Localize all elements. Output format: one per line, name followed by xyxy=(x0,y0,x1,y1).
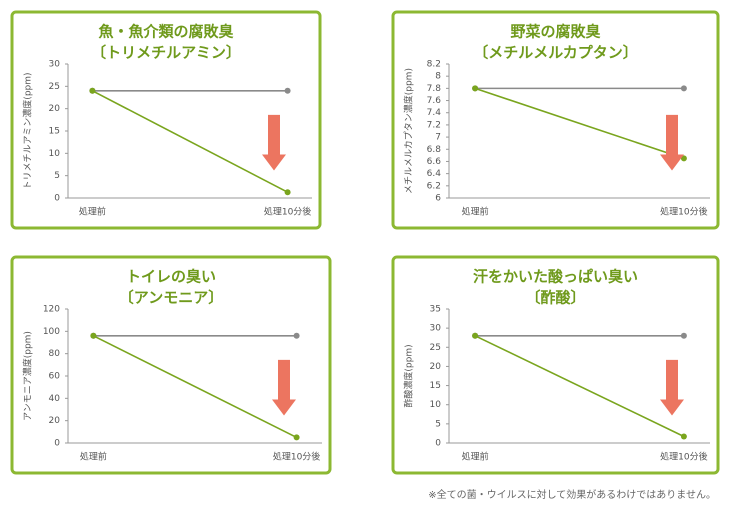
chart-subtitle: 〔トリメチルアミン〕 xyxy=(91,44,241,62)
data-point xyxy=(680,85,687,92)
x-tick-label: 処理10分後 xyxy=(660,451,707,463)
y-tick-label: 15 xyxy=(430,381,441,391)
y-tick-label: 120 xyxy=(43,305,60,315)
y-tick-label: 7 xyxy=(435,133,441,143)
y-tick-label: 8.2 xyxy=(427,60,441,70)
y-tick-label: 0 xyxy=(435,439,441,449)
down-arrow xyxy=(660,359,684,416)
chart-title: 汗をかいた酸っぱい臭い xyxy=(473,268,638,286)
chart-title: トイレの臭い xyxy=(126,268,216,286)
data-point xyxy=(293,434,300,441)
chart-subtitle: 〔メチルメルカプタン〕 xyxy=(473,44,638,62)
y-tick-label: 15 xyxy=(49,127,60,137)
x-tick-label: 処理前 xyxy=(79,206,106,218)
y-tick-label: 6.2 xyxy=(427,181,441,191)
panel-border xyxy=(391,255,720,475)
data-point xyxy=(472,332,479,339)
panel-border xyxy=(10,10,322,230)
y-tick-label: 0 xyxy=(54,194,60,204)
data-point xyxy=(680,332,687,339)
y-tick-label: 10 xyxy=(49,149,61,159)
y-tick-label: 5 xyxy=(435,419,441,429)
y-tick-label: 7.6 xyxy=(427,96,442,106)
x-tick-label: 処理前 xyxy=(462,451,489,463)
y-axis-label: アンモニア濃度(ppm) xyxy=(22,331,34,421)
data-point xyxy=(89,87,96,94)
y-tick-label: 7.2 xyxy=(427,120,441,130)
y-tick-label: 20 xyxy=(49,104,61,114)
chart-title: 野菜の腐敗臭 xyxy=(510,23,600,41)
data-point xyxy=(680,155,687,162)
y-tick-label: 7.8 xyxy=(427,84,442,94)
series-line xyxy=(474,335,685,438)
y-tick-label: 20 xyxy=(430,362,442,372)
data-point xyxy=(293,332,300,339)
y-tick-label: 0 xyxy=(54,439,60,449)
y-tick-label: 40 xyxy=(49,394,61,404)
y-tick-label: 6.8 xyxy=(427,145,442,155)
y-tick-label: 20 xyxy=(49,416,61,426)
series-line xyxy=(93,335,297,439)
y-axis-label: メチルメルカプタン濃度(ppm) xyxy=(403,68,415,194)
y-tick-label: 10 xyxy=(430,400,442,410)
y-tick-label: 25 xyxy=(49,82,60,92)
y-tick-label: 30 xyxy=(430,324,442,334)
down-arrow xyxy=(262,114,286,171)
y-tick-label: 30 xyxy=(49,60,61,70)
y-axis-label: トリメチルアミン濃度(ppm) xyxy=(22,72,34,189)
x-tick-label: 処理前 xyxy=(80,451,107,463)
data-point xyxy=(472,85,479,92)
y-tick-label: 60 xyxy=(49,372,61,382)
x-tick-label: 処理前 xyxy=(462,206,489,218)
x-tick-label: 処理10分後 xyxy=(273,451,320,463)
y-tick-label: 35 xyxy=(430,305,441,315)
y-tick-label: 8 xyxy=(435,72,441,82)
y-tick-label: 6.6 xyxy=(427,157,442,167)
y-tick-label: 100 xyxy=(43,327,60,337)
panel-border xyxy=(10,255,332,475)
y-tick-label: 7.4 xyxy=(427,108,442,118)
data-point xyxy=(284,189,291,196)
y-tick-label: 5 xyxy=(54,171,60,181)
chart-subtitle: 〔酢酸〕 xyxy=(525,289,585,307)
y-tick-label: 25 xyxy=(430,343,441,353)
y-axis-label: 酢酸濃度(ppm) xyxy=(403,344,415,407)
x-tick-label: 処理10分後 xyxy=(660,206,707,218)
chart-subtitle: 〔アンモニア〕 xyxy=(119,289,223,307)
x-tick-label: 処理10分後 xyxy=(264,206,311,218)
data-point xyxy=(680,433,687,440)
y-tick-label: 6.4 xyxy=(427,169,442,179)
panel-border xyxy=(391,10,720,230)
series-line xyxy=(92,90,288,193)
down-arrow xyxy=(272,359,296,416)
series-line xyxy=(474,87,685,160)
y-tick-label: 80 xyxy=(49,349,61,359)
chart-title: 魚・魚介類の腐敗臭 xyxy=(98,23,233,41)
data-point xyxy=(284,87,291,94)
down-arrow xyxy=(660,114,684,171)
footnote: ※全ての菌・ウイルスに対して効果があるわけではありません。 xyxy=(428,488,716,501)
data-point xyxy=(90,332,97,339)
y-tick-label: 6 xyxy=(435,194,441,204)
